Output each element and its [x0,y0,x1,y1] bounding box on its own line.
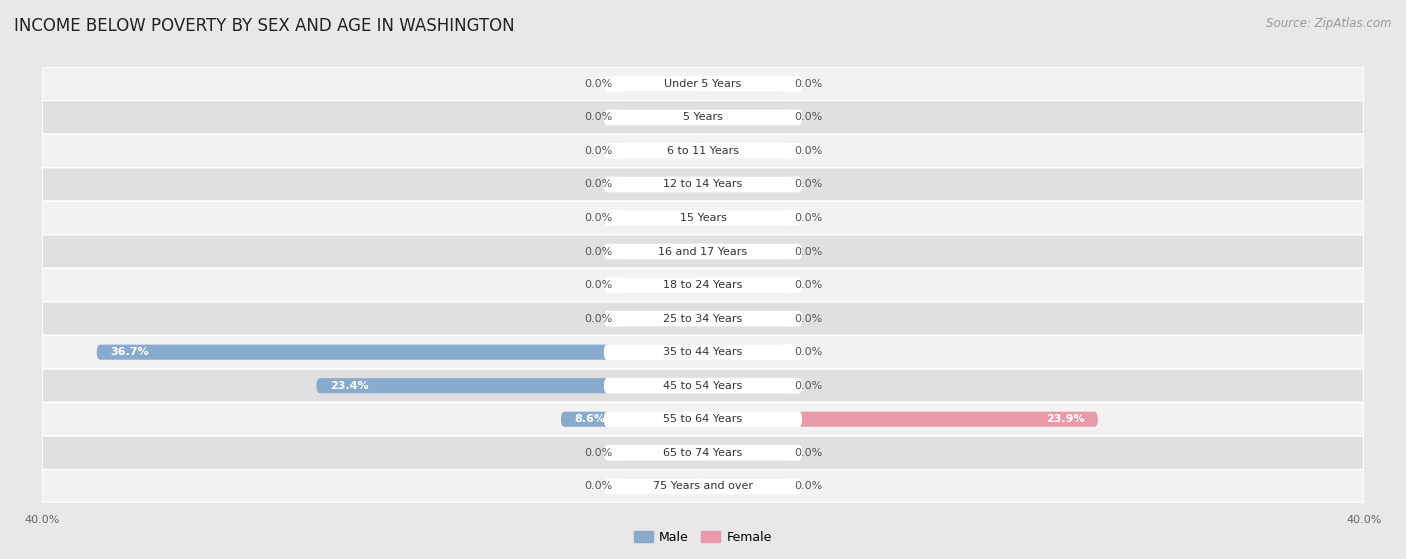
FancyBboxPatch shape [703,210,786,225]
Text: 45 to 54 Years: 45 to 54 Years [664,381,742,391]
FancyBboxPatch shape [42,302,1364,335]
FancyBboxPatch shape [42,335,1364,369]
Text: 5 Years: 5 Years [683,112,723,122]
FancyBboxPatch shape [620,110,703,125]
Text: 0.0%: 0.0% [794,314,823,324]
Text: 0.0%: 0.0% [583,481,612,491]
Text: 55 to 64 Years: 55 to 64 Years [664,414,742,424]
FancyBboxPatch shape [605,110,801,125]
Text: 15 Years: 15 Years [679,213,727,223]
Text: 0.0%: 0.0% [794,112,823,122]
FancyBboxPatch shape [620,76,703,91]
FancyBboxPatch shape [97,344,703,360]
Text: 0.0%: 0.0% [794,448,823,458]
FancyBboxPatch shape [620,445,703,461]
Text: 0.0%: 0.0% [583,247,612,257]
Text: 0.0%: 0.0% [794,481,823,491]
FancyBboxPatch shape [605,244,801,259]
FancyBboxPatch shape [620,143,703,159]
Text: 0.0%: 0.0% [794,213,823,223]
FancyBboxPatch shape [605,411,801,427]
FancyBboxPatch shape [42,268,1364,302]
FancyBboxPatch shape [620,277,703,292]
FancyBboxPatch shape [605,177,801,192]
FancyBboxPatch shape [620,244,703,259]
Legend: Male, Female: Male, Female [630,526,776,549]
Text: 0.0%: 0.0% [583,448,612,458]
Text: 0.0%: 0.0% [794,146,823,156]
Text: 0.0%: 0.0% [794,79,823,89]
FancyBboxPatch shape [703,110,786,125]
Text: 16 and 17 Years: 16 and 17 Years [658,247,748,257]
FancyBboxPatch shape [703,277,786,292]
FancyBboxPatch shape [605,479,801,494]
Text: 0.0%: 0.0% [794,179,823,190]
FancyBboxPatch shape [605,311,801,326]
FancyBboxPatch shape [703,177,786,192]
Text: 0.0%: 0.0% [583,179,612,190]
FancyBboxPatch shape [703,76,786,91]
Text: 0.0%: 0.0% [794,280,823,290]
FancyBboxPatch shape [620,479,703,494]
FancyBboxPatch shape [42,134,1364,168]
Text: 0.0%: 0.0% [583,280,612,290]
FancyBboxPatch shape [42,201,1364,235]
FancyBboxPatch shape [605,445,801,461]
Text: 0.0%: 0.0% [583,314,612,324]
FancyBboxPatch shape [703,344,786,360]
FancyBboxPatch shape [42,235,1364,268]
FancyBboxPatch shape [42,67,1364,101]
Text: 23.9%: 23.9% [1046,414,1084,424]
FancyBboxPatch shape [605,143,801,159]
FancyBboxPatch shape [316,378,703,394]
Text: Source: ZipAtlas.com: Source: ZipAtlas.com [1267,17,1392,30]
FancyBboxPatch shape [42,101,1364,134]
FancyBboxPatch shape [703,445,786,461]
FancyBboxPatch shape [42,402,1364,436]
FancyBboxPatch shape [561,411,703,427]
FancyBboxPatch shape [605,76,801,92]
Text: INCOME BELOW POVERTY BY SEX AND AGE IN WASHINGTON: INCOME BELOW POVERTY BY SEX AND AGE IN W… [14,17,515,35]
Text: 0.0%: 0.0% [794,247,823,257]
Text: 0.0%: 0.0% [794,381,823,391]
FancyBboxPatch shape [42,436,1364,470]
Text: 0.0%: 0.0% [583,112,612,122]
FancyBboxPatch shape [703,479,786,494]
FancyBboxPatch shape [703,378,786,394]
Text: 0.0%: 0.0% [794,347,823,357]
FancyBboxPatch shape [620,210,703,225]
Text: 6 to 11 Years: 6 to 11 Years [666,146,740,156]
Text: 36.7%: 36.7% [110,347,149,357]
Text: 23.4%: 23.4% [329,381,368,391]
Text: 35 to 44 Years: 35 to 44 Years [664,347,742,357]
FancyBboxPatch shape [703,311,786,326]
Text: 0.0%: 0.0% [583,213,612,223]
Text: 12 to 14 Years: 12 to 14 Years [664,179,742,190]
FancyBboxPatch shape [42,470,1364,503]
FancyBboxPatch shape [42,168,1364,201]
FancyBboxPatch shape [42,369,1364,402]
Text: 8.6%: 8.6% [574,414,605,424]
FancyBboxPatch shape [620,177,703,192]
FancyBboxPatch shape [605,344,801,360]
FancyBboxPatch shape [703,244,786,259]
Text: Under 5 Years: Under 5 Years [665,79,741,89]
FancyBboxPatch shape [620,311,703,326]
FancyBboxPatch shape [605,210,801,226]
Text: 65 to 74 Years: 65 to 74 Years [664,448,742,458]
FancyBboxPatch shape [703,411,1098,427]
Text: 18 to 24 Years: 18 to 24 Years [664,280,742,290]
FancyBboxPatch shape [605,378,801,394]
Text: 75 Years and over: 75 Years and over [652,481,754,491]
Text: 0.0%: 0.0% [583,146,612,156]
FancyBboxPatch shape [605,277,801,293]
Text: 0.0%: 0.0% [583,79,612,89]
FancyBboxPatch shape [703,143,786,159]
Text: 25 to 34 Years: 25 to 34 Years [664,314,742,324]
